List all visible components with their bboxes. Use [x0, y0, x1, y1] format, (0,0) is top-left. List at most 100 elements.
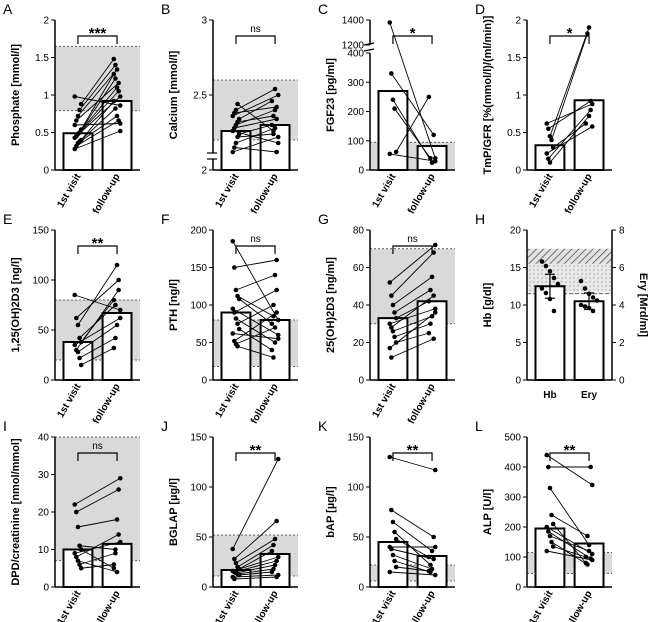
- y-tick-label: 0: [515, 583, 521, 594]
- pair-line: [390, 73, 435, 136]
- y-tick-label: 40: [353, 301, 365, 312]
- data-point: [113, 62, 118, 68]
- data-point: [274, 287, 279, 293]
- data-point: [551, 275, 557, 281]
- pair-line: [237, 133, 274, 138]
- pair-line: [234, 560, 277, 573]
- data-point: [432, 544, 438, 550]
- y-tick-label: 20: [353, 338, 365, 349]
- data-point: [236, 326, 242, 332]
- data-point: [389, 71, 394, 76]
- data-point: [111, 98, 117, 104]
- y-axis-label: TmP/GFR [%(mmol/l)/(ml/min)]: [482, 15, 494, 174]
- data-point: [428, 562, 433, 568]
- data-point: [546, 126, 551, 132]
- pair-line: [551, 33, 588, 141]
- data-point: [594, 298, 600, 303]
- data-point: [585, 533, 590, 539]
- data-point: [72, 94, 78, 99]
- panel-label-e: E: [3, 211, 12, 227]
- panel-i: I 0 10 20 30 40 DPD/creatinine [nmol/mmol] 1st …: [3, 418, 140, 622]
- data-point: [393, 564, 399, 570]
- y-axis-label: 25(OH)2D3 [ng/ml]: [325, 257, 337, 353]
- data-point: [544, 548, 550, 554]
- data-point: [233, 316, 239, 321]
- data-point: [75, 322, 81, 328]
- data-point: [589, 124, 595, 129]
- y-tick-label: 0.5: [35, 128, 49, 139]
- data-point: [116, 88, 121, 94]
- pair-line: [232, 308, 279, 336]
- data-point: [275, 554, 281, 560]
- data-point: [432, 242, 438, 248]
- y-axis-label: Hb [g/dl]: [482, 282, 494, 327]
- data-point: [114, 569, 120, 575]
- y-tick-label: 400: [347, 49, 364, 60]
- pair-line: [392, 521, 433, 552]
- data-point: [232, 310, 237, 315]
- data-point: [271, 355, 276, 360]
- pair-line: [234, 576, 277, 580]
- data-point: [117, 128, 123, 134]
- pair-line: [74, 541, 121, 554]
- panel-label-l: L: [475, 418, 483, 434]
- axis-break-mark: [363, 42, 375, 46]
- data-point: [428, 287, 433, 293]
- data-point: [274, 310, 279, 315]
- data-point: [75, 558, 81, 564]
- significance-bracket: [235, 452, 276, 461]
- data-point: [233, 107, 239, 113]
- y-tick-label-right: 6: [619, 263, 625, 274]
- y-tick-label: 0.5: [507, 128, 521, 139]
- data-point: [590, 295, 596, 300]
- data-point: [274, 518, 279, 524]
- pair-line: [391, 295, 434, 328]
- bar-2: [101, 100, 133, 171]
- pair-line: [232, 241, 279, 321]
- significance-bracket: [392, 245, 433, 254]
- y-tick-label: 60: [353, 263, 365, 274]
- pair-line: [234, 520, 277, 560]
- y-tick-label: 20: [38, 508, 50, 519]
- significance-bracket: [77, 245, 118, 254]
- data-point: [390, 302, 396, 308]
- pair-line: [80, 347, 115, 366]
- pair-line: [395, 300, 430, 319]
- y-tick-label: 0: [43, 583, 49, 594]
- data-point: [585, 562, 590, 567]
- reference-range: [55, 437, 140, 561]
- data-point: [114, 322, 120, 328]
- x-tick-label: 1st visit: [55, 381, 83, 419]
- data-point: [232, 145, 237, 150]
- pair-line: [549, 115, 590, 163]
- pair-line: [235, 274, 276, 291]
- data-point: [589, 557, 595, 563]
- x-tick-label: 1st visit: [370, 381, 398, 419]
- data-point: [272, 86, 278, 92]
- panel-j: J 0 50 100 150 BGLAP [µg/l] 1st visit follow-up…: [161, 418, 298, 622]
- panel-g: G 0 20 40 60 80 25(OH)2D3 [ng/ml] 1st visit foll…: [318, 211, 455, 426]
- data-point: [431, 556, 436, 562]
- data-point: [544, 452, 550, 458]
- data-point: [113, 76, 118, 81]
- y-tick-label: 0: [43, 376, 49, 387]
- data-point: [72, 342, 78, 348]
- data-point: [389, 355, 394, 360]
- data-point: [117, 307, 123, 313]
- data-point: [114, 262, 120, 268]
- pair-line: [391, 338, 434, 358]
- data-point: [392, 310, 397, 315]
- x-tick-label: 1st visit: [527, 588, 555, 622]
- y-tick-label-right: 4: [619, 301, 625, 312]
- y-tick-label: 50: [38, 326, 50, 337]
- data-point: [546, 464, 551, 470]
- data-point: [274, 104, 279, 110]
- pair-line: [77, 115, 118, 144]
- data-point: [387, 321, 393, 327]
- data-point: [113, 335, 118, 341]
- bar-1: [534, 285, 566, 381]
- data-point: [432, 158, 438, 164]
- data-point: [274, 257, 279, 263]
- pair-line: [74, 317, 121, 346]
- pair-line: [74, 130, 121, 150]
